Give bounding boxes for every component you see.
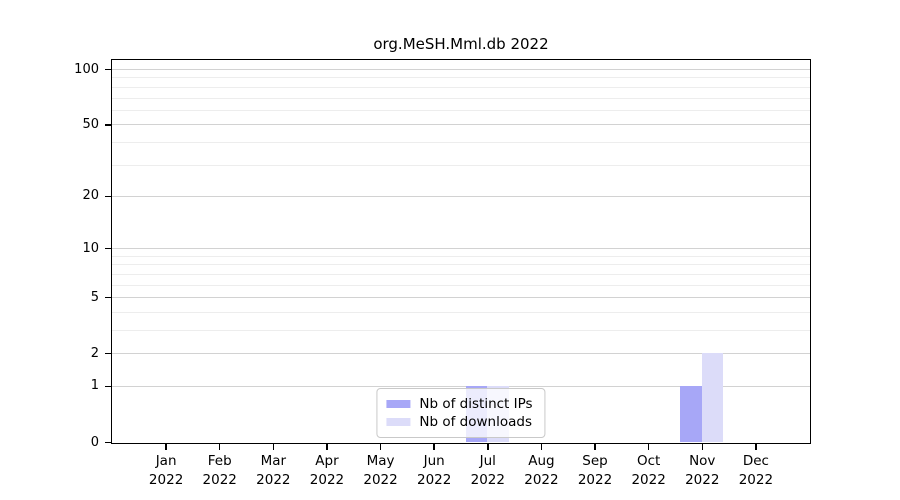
minor-gridline (112, 284, 810, 286)
y-tick-label: 0 (90, 434, 99, 450)
y-axis-tick (105, 441, 111, 444)
minor-gridline (112, 264, 810, 266)
x-axis-tick (326, 444, 328, 450)
x-tick-label: Dec 2022 (738, 452, 774, 488)
x-tick-label: Aug 2022 (524, 452, 559, 488)
plot-area: Nb of distinct IPs Nb of downloads (111, 59, 811, 444)
x-axis-tick (701, 444, 704, 450)
y-axis-tick (105, 296, 111, 299)
minor-gridline (112, 86, 810, 88)
x-axis-tick (755, 444, 757, 450)
minor-gridline (112, 109, 810, 111)
legend-item-downloads: Nb of downloads (386, 414, 532, 430)
x-axis-tick (165, 444, 167, 450)
x-axis-tick (218, 444, 221, 450)
y-tick-label: 50 (82, 116, 99, 132)
y-tick-label: 20 (82, 188, 99, 204)
y-tick-label: 1 (90, 378, 99, 394)
y-tick-label: 10 (82, 240, 99, 256)
minor-gridline (112, 311, 810, 313)
legend-label-downloads: Nb of downloads (419, 414, 532, 430)
legend-item-distinct-ips: Nb of distinct IPs (386, 396, 533, 412)
legend-label-distinct-ips: Nb of distinct IPs (419, 396, 533, 412)
y-tick-label: 2 (90, 345, 99, 361)
minor-gridline (112, 97, 810, 99)
x-axis-tick (272, 444, 275, 450)
minor-gridline (112, 255, 810, 257)
bar-downloads (701, 353, 724, 442)
chart-title: org.MeSH.Mml.db 2022 (373, 35, 549, 53)
x-tick-label: Nov 2022 (685, 452, 720, 488)
x-axis-tick (647, 444, 650, 450)
major-gridline (112, 69, 810, 71)
major-gridline (112, 353, 810, 355)
x-tick-label: Sep 2022 (577, 452, 613, 488)
major-gridline (112, 297, 810, 299)
x-axis-tick (433, 444, 435, 450)
y-axis-tick (105, 247, 111, 250)
legend-swatch-distinct-ips-icon (386, 400, 411, 408)
x-axis-tick (487, 444, 489, 450)
legend-swatch-downloads-icon (386, 418, 411, 426)
major-gridline (112, 385, 810, 387)
y-axis-tick (105, 68, 111, 71)
x-axis-tick (379, 444, 382, 450)
y-axis-tick (105, 385, 111, 388)
minor-gridline (112, 141, 810, 143)
y-tick-label: 5 (90, 289, 99, 305)
x-tick-label: May 2022 (363, 452, 398, 488)
minor-gridline (112, 329, 810, 331)
y-axis-tick (105, 195, 111, 198)
legend: Nb of distinct IPs Nb of downloads (376, 388, 546, 438)
x-tick-label: Oct 2022 (631, 452, 666, 488)
x-tick-label: Jul 2022 (470, 452, 505, 488)
y-axis-tick (105, 352, 111, 355)
minor-gridline (112, 164, 810, 166)
minor-gridline (112, 77, 810, 79)
major-gridline (112, 195, 810, 197)
major-gridline (112, 248, 810, 250)
x-tick-label: Feb 2022 (202, 452, 237, 488)
x-tick-label: Jun 2022 (417, 452, 452, 488)
bar-distinct-ips (680, 385, 702, 442)
x-tick-label: Jan 2022 (148, 452, 184, 488)
x-tick-label: Mar 2022 (256, 452, 291, 488)
y-tick-label: 100 (74, 61, 99, 77)
x-tick-label: Apr 2022 (309, 452, 345, 488)
x-axis-tick (540, 444, 543, 450)
minor-gridline (112, 273, 810, 275)
major-gridline (112, 124, 810, 126)
x-axis-tick (594, 444, 596, 450)
y-axis-tick (105, 124, 111, 126)
